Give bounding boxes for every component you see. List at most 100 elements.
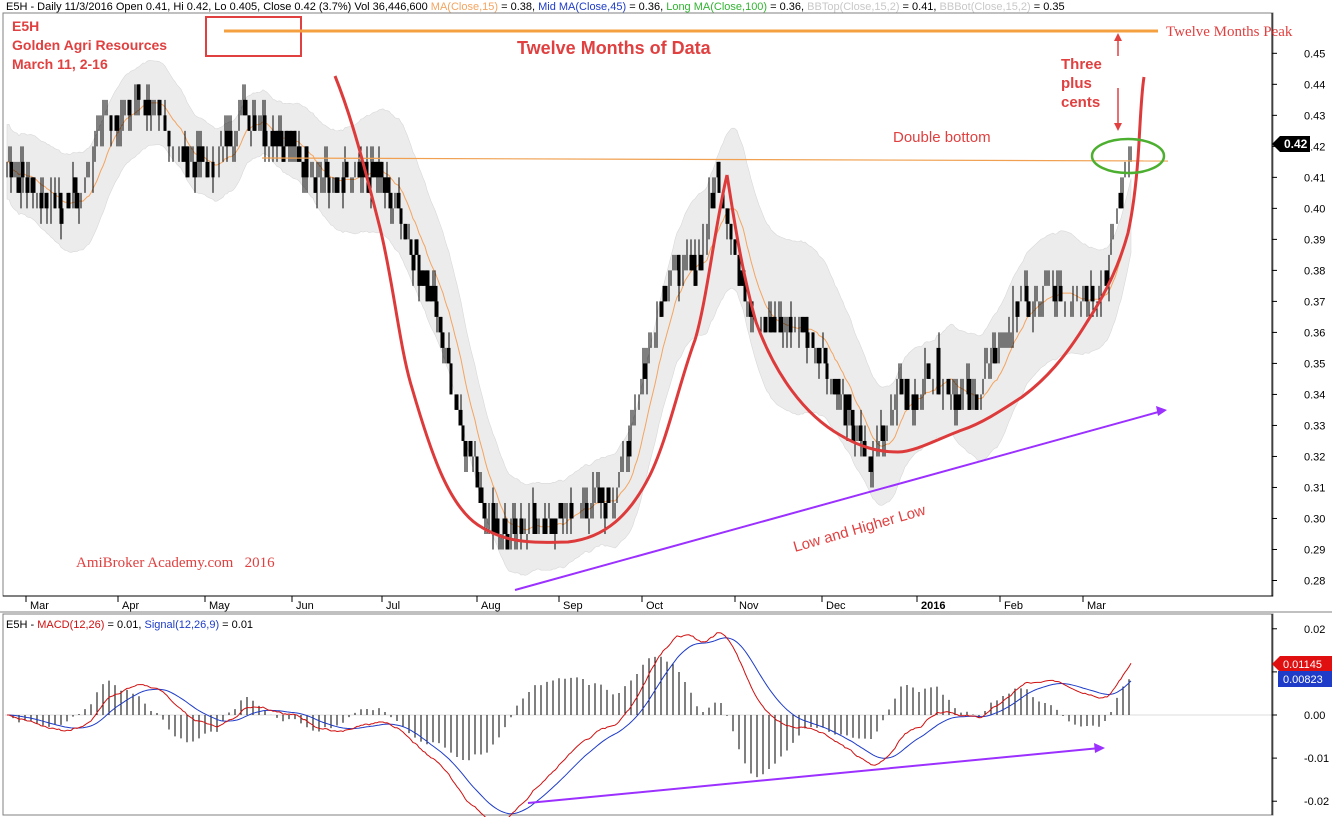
price-bar-body bbox=[341, 177, 345, 193]
low-higher-low-annotation: Low and Higher Low bbox=[791, 502, 927, 556]
legend-part: BBBot(Close,15,2) bbox=[940, 1, 1031, 13]
price-bar-body bbox=[53, 192, 57, 209]
price-trendline-higher-low bbox=[514, 410, 1163, 591]
y-tick-label: 0.37 bbox=[1304, 296, 1325, 308]
price-bar-body bbox=[699, 254, 703, 271]
price-bar-body bbox=[543, 518, 547, 534]
price-bar-body bbox=[335, 177, 339, 193]
price-bar-body bbox=[553, 518, 557, 534]
x-tick-label: Feb bbox=[1004, 600, 1023, 612]
price-bar-body bbox=[733, 239, 737, 255]
price-bar-body bbox=[491, 502, 495, 534]
y-tick-label: 0.34 bbox=[1304, 389, 1325, 401]
price-bar-body bbox=[461, 425, 465, 441]
price-bar-body bbox=[379, 161, 383, 178]
price-bar-body bbox=[953, 394, 957, 410]
price-bar-body bbox=[143, 99, 147, 116]
price-y-axis: 0.28 0.29 0.30 0.31 0.32 0.33 0.34 0.35 0.36 0.37… bbox=[1271, 13, 1325, 596]
price-bar-body bbox=[193, 161, 197, 178]
signal-line bbox=[7, 637, 1132, 815]
price-bar-body bbox=[585, 502, 589, 519]
price-bar-body bbox=[881, 425, 885, 441]
legend-part: MACD(12,26) bbox=[37, 619, 104, 631]
legend-part: MA(Close,15) bbox=[431, 1, 498, 13]
legend-part: = 0.01 bbox=[219, 619, 253, 631]
price-bar-body bbox=[659, 301, 663, 317]
legend-part: Long MA(Close,100) bbox=[666, 1, 767, 13]
y-tick-label: 0.35 bbox=[1304, 358, 1325, 370]
y-tick-label: 0.43 bbox=[1304, 110, 1325, 122]
macd-y-tick-label: -0.02 bbox=[1304, 796, 1329, 808]
price-bar-body bbox=[39, 192, 43, 209]
price-bar-body bbox=[325, 161, 329, 178]
price-bar-body bbox=[289, 130, 293, 147]
cup-curve-left bbox=[333, 75, 729, 544]
price-bar-body bbox=[357, 161, 361, 178]
double-bottom-annotation: Double bottom bbox=[893, 129, 991, 146]
price-bar-body bbox=[483, 502, 487, 519]
legend-part: = 0.36, bbox=[767, 1, 807, 13]
price-bar-body bbox=[275, 130, 279, 147]
price-bar-body bbox=[201, 146, 205, 162]
price-bar-body bbox=[1059, 285, 1063, 302]
price-bar-body bbox=[157, 99, 161, 116]
legend-part: E5H - Daily 11/3/2016 Open 0.41, Hi 0.42… bbox=[6, 1, 431, 13]
ticker-annotation: E5H bbox=[12, 18, 39, 34]
price-bar-body bbox=[851, 409, 855, 441]
legend-part: = 0.38, bbox=[498, 1, 538, 13]
price-bar-body bbox=[603, 502, 607, 519]
macd-lines bbox=[7, 632, 1132, 817]
price-bar-body bbox=[899, 378, 903, 395]
double-bottom-support-line bbox=[261, 157, 1169, 162]
price-bar-body bbox=[345, 161, 349, 178]
legend-part: BBTop(Close,15,2) bbox=[807, 1, 899, 13]
price-bar-body bbox=[847, 394, 851, 410]
company-annotation: Golden Agri Resources bbox=[12, 37, 167, 53]
price-bar-body bbox=[693, 254, 697, 286]
price-bar-body bbox=[387, 177, 391, 193]
price-bar-body bbox=[837, 378, 841, 395]
price-bar-body bbox=[441, 332, 445, 348]
x-tick-label: Mar bbox=[30, 600, 49, 612]
macd-y-tick-label: 0.00 bbox=[1304, 710, 1325, 722]
price-bar-body bbox=[729, 223, 733, 240]
price-bar-body bbox=[549, 518, 553, 534]
price-bar-body bbox=[825, 363, 829, 379]
price-bar-body bbox=[789, 316, 793, 333]
price-bar-body bbox=[127, 99, 131, 116]
price-bar-body bbox=[1053, 285, 1057, 302]
price-bar-body bbox=[361, 161, 365, 178]
ma15-line bbox=[7, 102, 1132, 531]
price-bar-body bbox=[505, 533, 509, 550]
price-bar-body bbox=[911, 394, 915, 410]
price-bar-body bbox=[689, 254, 693, 271]
price-bar-body bbox=[383, 177, 387, 193]
y-tick-label: 0.38 bbox=[1304, 265, 1325, 277]
x-tick-label: Jul bbox=[386, 600, 400, 612]
signal-value-flag: 0.00823 bbox=[1278, 671, 1332, 687]
price-bar-body bbox=[263, 115, 267, 147]
price-bar-body bbox=[163, 115, 167, 131]
price-bar-body bbox=[417, 254, 421, 286]
price-bar-body bbox=[725, 208, 729, 224]
price-bar-body bbox=[109, 115, 113, 131]
price-bar-body bbox=[205, 161, 209, 178]
x-tick-label: Aug bbox=[481, 600, 501, 612]
x-tick-label: Mar bbox=[1087, 600, 1106, 612]
price-bar-body bbox=[313, 177, 317, 193]
price-bar-body bbox=[601, 487, 605, 503]
y-tick-label: 0.36 bbox=[1304, 327, 1325, 339]
price-bar-body bbox=[1105, 270, 1109, 286]
price-bar-body bbox=[297, 146, 301, 162]
price-bar-body bbox=[773, 316, 777, 333]
price-bar-body bbox=[1015, 301, 1019, 317]
price-bar-body bbox=[975, 394, 979, 410]
price-bar-body bbox=[927, 363, 931, 379]
price-bar-body bbox=[439, 316, 443, 333]
price-bar-body bbox=[1091, 285, 1095, 302]
x-tick-label: May bbox=[209, 600, 230, 612]
price-bar-body bbox=[779, 316, 783, 333]
price-bar-body bbox=[947, 378, 951, 395]
price-bar-body bbox=[749, 301, 753, 317]
y-tick-label: 0.41 bbox=[1304, 172, 1325, 184]
